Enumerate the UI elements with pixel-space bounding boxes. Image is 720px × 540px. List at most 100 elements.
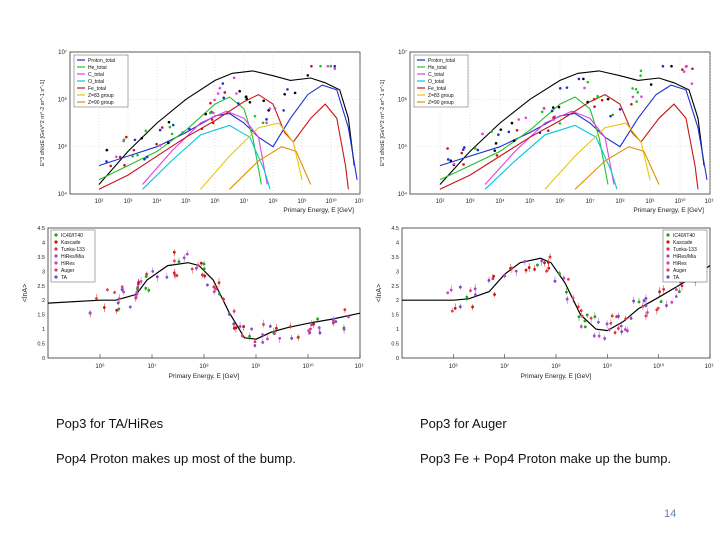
- data-point: [670, 64, 673, 68]
- data-point: [188, 127, 191, 131]
- data-point: [250, 327, 254, 331]
- data-point: [460, 151, 464, 155]
- data-point: [120, 285, 124, 289]
- data-point: [278, 336, 282, 340]
- z83-group-line: [200, 122, 303, 190]
- y-tick-label: 4.5: [391, 226, 399, 232]
- data-point: [547, 266, 551, 270]
- data-point: [132, 148, 136, 152]
- data-point: [662, 287, 666, 291]
- data-point: [551, 106, 555, 109]
- data-point: [88, 311, 92, 315]
- data-point: [665, 304, 668, 307]
- data-point: [639, 69, 643, 73]
- x-tick-label: 10³: [124, 199, 133, 205]
- data-point: [536, 263, 539, 267]
- data-point: [632, 299, 636, 303]
- data-point: [212, 285, 216, 289]
- caption-left-note: Pop4 Proton makes up most of the bump.: [56, 451, 296, 466]
- data-point: [136, 153, 139, 157]
- data-point: [214, 287, 218, 291]
- data-point: [446, 158, 450, 161]
- data-point: [318, 331, 322, 335]
- data-point: [605, 322, 609, 326]
- data-point: [167, 141, 170, 145]
- x-tick-label: 10⁴: [495, 198, 505, 205]
- data-point: [244, 95, 248, 98]
- data-point: [123, 163, 126, 167]
- data-point: [685, 64, 688, 68]
- data-point: [558, 122, 562, 125]
- data-point: [343, 308, 347, 312]
- x-tick-label: 10⁷: [240, 198, 249, 205]
- data-point: [209, 101, 212, 105]
- y-tick-label: 0: [42, 356, 45, 362]
- data-point: [168, 125, 172, 129]
- data-point: [165, 275, 169, 279]
- data-point: [542, 106, 546, 110]
- y-tick-label: 1: [396, 327, 399, 333]
- data-point: [514, 269, 518, 273]
- data-point: [261, 121, 265, 125]
- data-point: [95, 297, 98, 300]
- data-point: [606, 97, 610, 101]
- data-point: [333, 67, 337, 71]
- x-tick-label: 10⁹: [251, 363, 261, 370]
- data-point: [261, 340, 265, 344]
- x-tick-label: 10²: [436, 199, 445, 205]
- o-total-line: [142, 124, 271, 190]
- data-point: [503, 274, 507, 278]
- data-point: [172, 259, 176, 263]
- data-point: [125, 135, 128, 139]
- data-point: [586, 100, 589, 104]
- legend-entry: He_total: [88, 65, 107, 71]
- data-point: [617, 314, 620, 318]
- data-point: [248, 100, 252, 104]
- x-tick-label: 10⁹: [297, 198, 307, 205]
- y-tick-label: 4.5: [37, 226, 45, 232]
- data-point: [202, 267, 206, 271]
- data-point: [217, 281, 221, 285]
- data-point: [296, 335, 300, 339]
- data-point: [649, 83, 653, 86]
- data-point: [495, 154, 499, 157]
- y-tick-label: 10⁵: [58, 144, 68, 151]
- legend-marker: [666, 261, 670, 265]
- y-tick-label: 3.5: [37, 255, 45, 261]
- legend-entry: Fe_total: [88, 86, 106, 92]
- y-axis-label: E^3 dN/dE [GeV^2 m^-2 sr^-1 s^-1]: [380, 79, 386, 166]
- data-point: [616, 326, 620, 330]
- x-tick-label: 10⁸: [268, 198, 278, 205]
- o-total-line: [484, 124, 618, 190]
- data-point: [235, 92, 238, 95]
- data-point: [583, 86, 586, 90]
- data-point: [476, 148, 480, 152]
- legend-entry: Auger: [673, 268, 687, 274]
- data-point: [137, 281, 140, 284]
- data-point: [625, 329, 629, 333]
- y-axis-label: E^3 dN/dE [GeV^2 m^-2 sr^-1 s^-1]: [40, 79, 46, 166]
- data-point: [597, 334, 601, 338]
- data-point: [540, 259, 544, 263]
- data-point: [131, 154, 134, 158]
- x-tick-label: 10⁷: [148, 363, 157, 370]
- data-point: [644, 297, 648, 300]
- data-point: [171, 123, 175, 127]
- data-point: [253, 344, 257, 347]
- data-point: [216, 92, 220, 95]
- data-point: [589, 316, 593, 320]
- data-point: [266, 337, 269, 341]
- data-point: [674, 295, 678, 298]
- data-point: [579, 309, 583, 313]
- data-point: [463, 146, 466, 149]
- data-point: [620, 330, 624, 334]
- data-point: [631, 87, 634, 90]
- data-point: [222, 297, 225, 301]
- legend-entry: TA: [673, 275, 680, 281]
- data-point: [158, 143, 162, 147]
- data-point: [290, 336, 294, 340]
- legend-entry: Z=83 group: [428, 93, 454, 99]
- data-point: [105, 160, 108, 163]
